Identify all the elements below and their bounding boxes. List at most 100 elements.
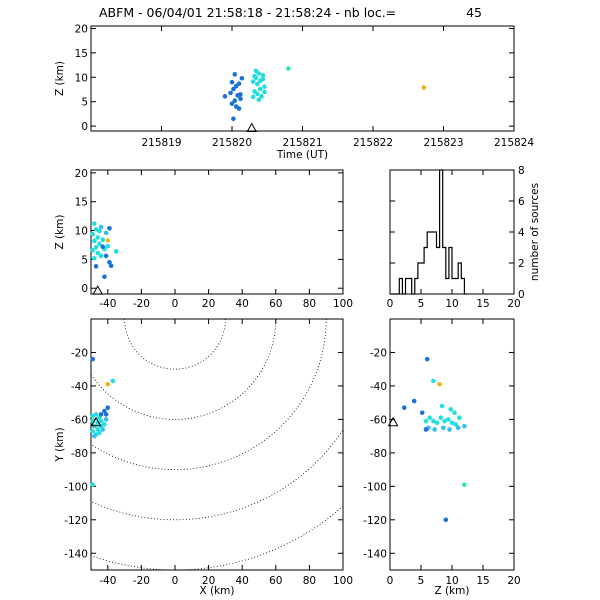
source-point — [236, 106, 242, 111]
source-point — [93, 264, 99, 269]
y-tick-label: 15 — [75, 48, 88, 60]
source-point — [431, 418, 436, 424]
source-point — [255, 91, 260, 97]
source-point — [102, 422, 107, 427]
x-axis-label: Time (UT) — [276, 149, 328, 161]
source-point — [449, 420, 455, 426]
source-point — [438, 415, 444, 421]
source-point — [262, 89, 267, 95]
source-point — [231, 116, 236, 122]
source-point — [92, 221, 97, 226]
histogram-bin — [455, 279, 458, 295]
histogram-bin — [409, 279, 412, 295]
source-point — [92, 238, 97, 244]
x-tick-label: -40 — [99, 575, 116, 587]
x-tick-label: 40 — [236, 575, 249, 587]
y-tick-label: 5 — [81, 254, 88, 266]
source-point — [443, 517, 449, 523]
x-tick-label: 60 — [269, 298, 282, 310]
y-tick-label: -60 — [71, 414, 88, 426]
source-point — [98, 253, 104, 259]
x-tick-label: 100 — [333, 298, 353, 310]
source-point — [442, 418, 447, 424]
source-point — [445, 417, 451, 422]
source-point — [100, 427, 106, 432]
x-tick-label: 20 — [202, 575, 215, 587]
station-triangle — [92, 285, 104, 295]
y-tick-label: 6 — [518, 196, 525, 208]
x-tick-label: -40 — [99, 298, 116, 310]
x-tick-label: -20 — [133, 298, 150, 310]
source-point — [102, 274, 107, 279]
source-point — [238, 92, 243, 97]
y-tick-label: -100 — [363, 481, 387, 493]
histogram-bin — [452, 279, 455, 295]
source-point — [238, 96, 243, 102]
histogram-bin — [399, 279, 402, 295]
source-point — [236, 81, 242, 86]
x-tick-label: 215819 — [141, 137, 181, 149]
source-point — [255, 81, 260, 87]
y-tick-label: 8 — [518, 165, 525, 177]
source-point — [239, 75, 245, 81]
source-point — [98, 412, 104, 417]
histogram-bin — [418, 263, 421, 294]
source-point — [92, 433, 97, 439]
z-y-panel: 0 5 10 15 20 -20 -40 -60 -80 -100 -120 -140 Z (km) — [363, 318, 521, 597]
histogram-bin — [458, 263, 461, 294]
source-point — [113, 249, 119, 254]
y-tick-label: 10 — [75, 72, 88, 84]
x-axis-label: X (km) — [199, 585, 234, 597]
source-point — [411, 398, 417, 404]
x-tick-label: 5 — [418, 298, 425, 310]
source-point — [97, 430, 102, 436]
source-point — [103, 417, 109, 422]
source-point — [259, 94, 264, 99]
x-tick-label: 215822 — [353, 137, 393, 149]
source-point — [250, 79, 256, 84]
source-point — [90, 356, 95, 362]
location-count: 45 — [466, 5, 482, 20]
histogram-bin — [461, 279, 464, 295]
y-tick-label: 0 — [518, 289, 525, 301]
source-point — [286, 66, 291, 71]
source-point — [447, 427, 452, 432]
x-tick-label: 15 — [476, 298, 489, 310]
y-tick-label: -40 — [370, 381, 387, 393]
source-point — [107, 259, 112, 265]
source-point — [93, 412, 99, 417]
x-tick-label: 20 — [202, 298, 215, 310]
source-point — [439, 403, 445, 409]
station-triangle — [90, 416, 102, 427]
source-point — [427, 415, 432, 421]
station-triangle — [246, 122, 258, 133]
x-tick-label: 60 — [269, 575, 282, 587]
x-tick-label: 0 — [387, 575, 394, 587]
source-point — [256, 71, 262, 76]
source-point — [423, 418, 429, 424]
source-point — [100, 237, 106, 243]
source-point — [253, 75, 259, 81]
range-ring — [91, 319, 327, 470]
station-triangle — [387, 416, 399, 427]
histogram-bin — [424, 248, 427, 295]
x-tick-label: 215824 — [494, 137, 534, 149]
source-point — [424, 356, 430, 362]
source-point — [90, 247, 95, 253]
time-height-panel: 215819 215820 215821 215822 215823 215824 0 5 10… — [54, 23, 534, 161]
y-axis-label: Z (km) — [54, 214, 66, 249]
y-tick-label: 4 — [518, 227, 525, 239]
source-point — [95, 235, 101, 240]
source-point — [437, 381, 442, 387]
source-point — [90, 482, 95, 487]
x-tick-label: 15 — [476, 575, 489, 587]
source-point — [103, 412, 109, 417]
plan-view-panel: -40 -20 0 20 40 60 80 100 -20 -40 -60 -80 -100 -120 -1… — [54, 318, 353, 597]
y-tick-label: -40 — [71, 381, 88, 393]
source-point — [107, 225, 112, 231]
x-tick-label: 10 — [445, 575, 458, 587]
y-tick-label: -120 — [363, 515, 387, 527]
histogram-bin — [449, 248, 452, 295]
source-point — [250, 94, 256, 100]
